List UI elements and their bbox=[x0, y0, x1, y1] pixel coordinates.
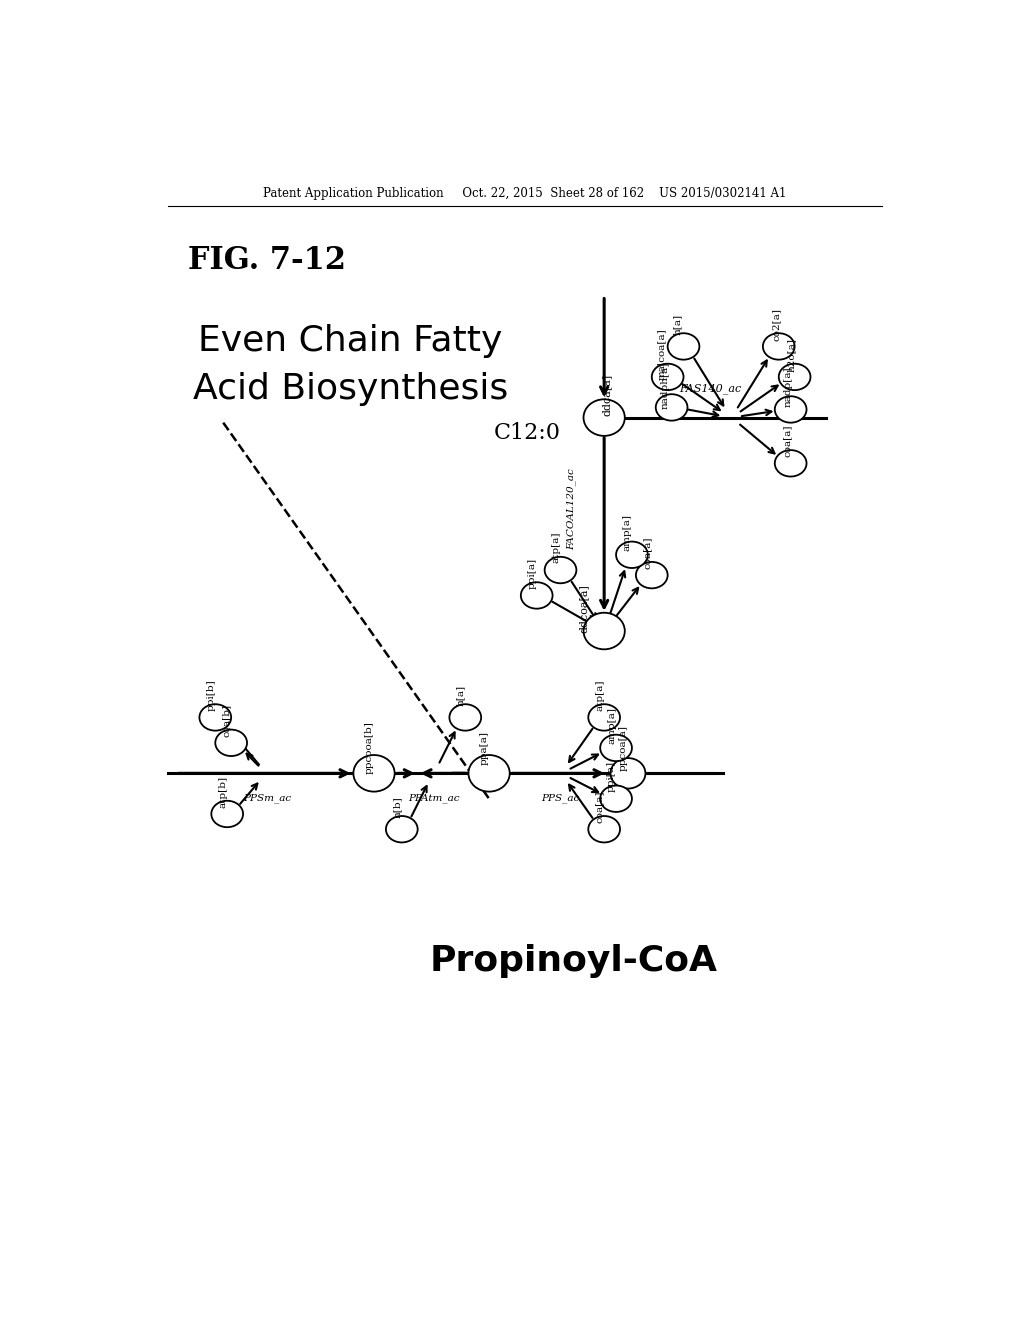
Ellipse shape bbox=[545, 557, 577, 583]
Ellipse shape bbox=[668, 333, 699, 359]
Ellipse shape bbox=[386, 816, 418, 842]
Text: PPS_ac: PPS_ac bbox=[542, 793, 580, 804]
Ellipse shape bbox=[779, 364, 811, 391]
Text: amp[a]: amp[a] bbox=[623, 513, 632, 550]
Text: h2o[a]: h2o[a] bbox=[787, 338, 797, 371]
Text: FAS140_ac: FAS140_ac bbox=[680, 384, 741, 395]
Ellipse shape bbox=[636, 562, 668, 589]
Text: malcoa[a]: malcoa[a] bbox=[657, 329, 666, 380]
Ellipse shape bbox=[521, 582, 553, 609]
Text: co2[a]: co2[a] bbox=[771, 308, 780, 341]
Text: ppi[b]: ppi[b] bbox=[206, 680, 215, 711]
Ellipse shape bbox=[775, 450, 807, 477]
Text: PPAtm_ac: PPAtm_ac bbox=[408, 793, 460, 804]
Ellipse shape bbox=[450, 704, 481, 731]
Text: ppa[a]: ppa[a] bbox=[480, 731, 489, 764]
Text: h[b]: h[b] bbox=[393, 796, 401, 817]
Text: ddcoa[a]: ddcoa[a] bbox=[579, 585, 588, 634]
Ellipse shape bbox=[775, 396, 807, 422]
Ellipse shape bbox=[211, 801, 243, 828]
Text: coa[a]: coa[a] bbox=[643, 536, 651, 569]
Text: FIG. 7-12: FIG. 7-12 bbox=[187, 244, 345, 276]
Text: FACOAL120_ac: FACOAL120_ac bbox=[566, 469, 577, 550]
Ellipse shape bbox=[584, 612, 625, 649]
Ellipse shape bbox=[600, 785, 632, 812]
Ellipse shape bbox=[584, 399, 625, 436]
Text: atp[b]: atp[b] bbox=[218, 776, 227, 808]
Text: coa[b]: coa[b] bbox=[222, 704, 231, 737]
Ellipse shape bbox=[600, 735, 632, 762]
Text: h[a]: h[a] bbox=[457, 685, 465, 706]
Ellipse shape bbox=[652, 364, 684, 391]
Ellipse shape bbox=[589, 816, 621, 842]
Text: C12:0: C12:0 bbox=[494, 422, 560, 444]
Ellipse shape bbox=[215, 730, 247, 756]
Ellipse shape bbox=[589, 704, 621, 731]
Text: coa[a]: coa[a] bbox=[595, 791, 604, 824]
Text: ppcoa[a]: ppcoa[a] bbox=[618, 725, 628, 771]
Text: nadp[a]: nadp[a] bbox=[783, 367, 793, 408]
Text: h[a]: h[a] bbox=[673, 314, 682, 335]
Text: ppcooa[b]: ppcooa[b] bbox=[365, 722, 374, 775]
Text: ddca[a]: ddca[a] bbox=[602, 374, 612, 416]
Text: amp[a]: amp[a] bbox=[607, 708, 616, 744]
Ellipse shape bbox=[655, 395, 687, 421]
Text: Propinoyl-CoA: Propinoyl-CoA bbox=[430, 944, 718, 978]
Text: PPSm_ac: PPSm_ac bbox=[243, 793, 291, 804]
Text: Acid Biosynthesis: Acid Biosynthesis bbox=[193, 372, 508, 407]
Ellipse shape bbox=[610, 758, 645, 788]
Text: ppi[a]: ppi[a] bbox=[527, 557, 537, 589]
Ellipse shape bbox=[763, 333, 795, 359]
Text: Even Chain Fatty: Even Chain Fatty bbox=[198, 325, 503, 358]
Text: atp[a]: atp[a] bbox=[552, 532, 560, 564]
Ellipse shape bbox=[468, 755, 510, 792]
Text: nadph[a]: nadph[a] bbox=[662, 362, 670, 409]
Text: coa[a]: coa[a] bbox=[783, 425, 793, 457]
Ellipse shape bbox=[200, 704, 231, 731]
Text: atp[a]: atp[a] bbox=[595, 680, 604, 710]
Ellipse shape bbox=[353, 755, 394, 792]
Text: Patent Application Publication     Oct. 22, 2015  Sheet 28 of 162    US 2015/030: Patent Application Publication Oct. 22, … bbox=[263, 187, 786, 201]
Text: ppi[a]: ppi[a] bbox=[607, 760, 616, 792]
Ellipse shape bbox=[616, 541, 648, 568]
